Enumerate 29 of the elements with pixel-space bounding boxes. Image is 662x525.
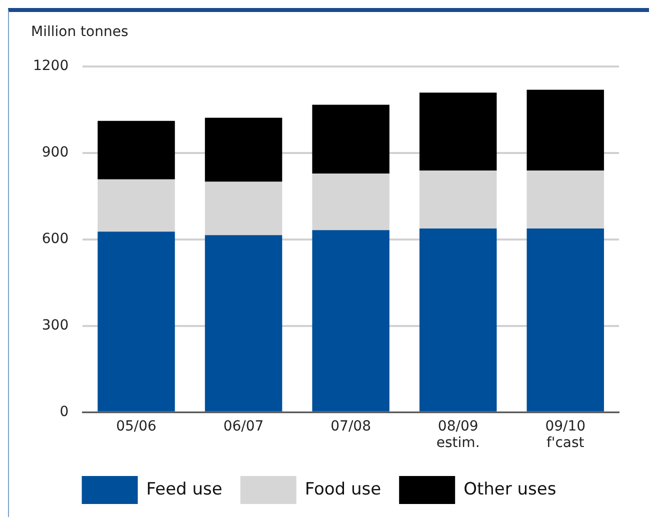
- bar: [98, 179, 175, 232]
- bar: [312, 174, 390, 230]
- bar: [419, 170, 497, 228]
- bar: [526, 90, 604, 170]
- bar: [419, 228, 497, 412]
- y-tick-label: 1200: [32, 58, 69, 74]
- y-tick-label: 900: [42, 144, 69, 161]
- x-tick-label: 09/10 f'cast: [545, 418, 586, 452]
- x-tick-label: 06/07: [223, 418, 264, 434]
- bar: [204, 235, 282, 412]
- x-tick-label: 07/08: [330, 418, 371, 434]
- bar: [204, 182, 282, 236]
- y-tick-label: 600: [42, 231, 69, 248]
- bar: [204, 118, 282, 182]
- x-tick-label: 08/09 estim.: [436, 418, 480, 452]
- y-axis-title: Million tonnes: [30, 23, 130, 42]
- legend-label: Other uses: [464, 479, 556, 500]
- bar: [312, 104, 390, 174]
- bar: [312, 230, 390, 412]
- y-tick-label: 0: [60, 404, 69, 420]
- bar: [98, 232, 175, 412]
- bar: [98, 120, 175, 180]
- legend-label: Feed use: [146, 479, 222, 500]
- legend-label: Food use: [304, 479, 382, 500]
- bar: [526, 228, 604, 412]
- y-tick-label: 300: [42, 318, 69, 334]
- bar: [526, 170, 604, 228]
- x-tick-label: 05/06: [116, 418, 157, 434]
- bar: [419, 92, 497, 170]
